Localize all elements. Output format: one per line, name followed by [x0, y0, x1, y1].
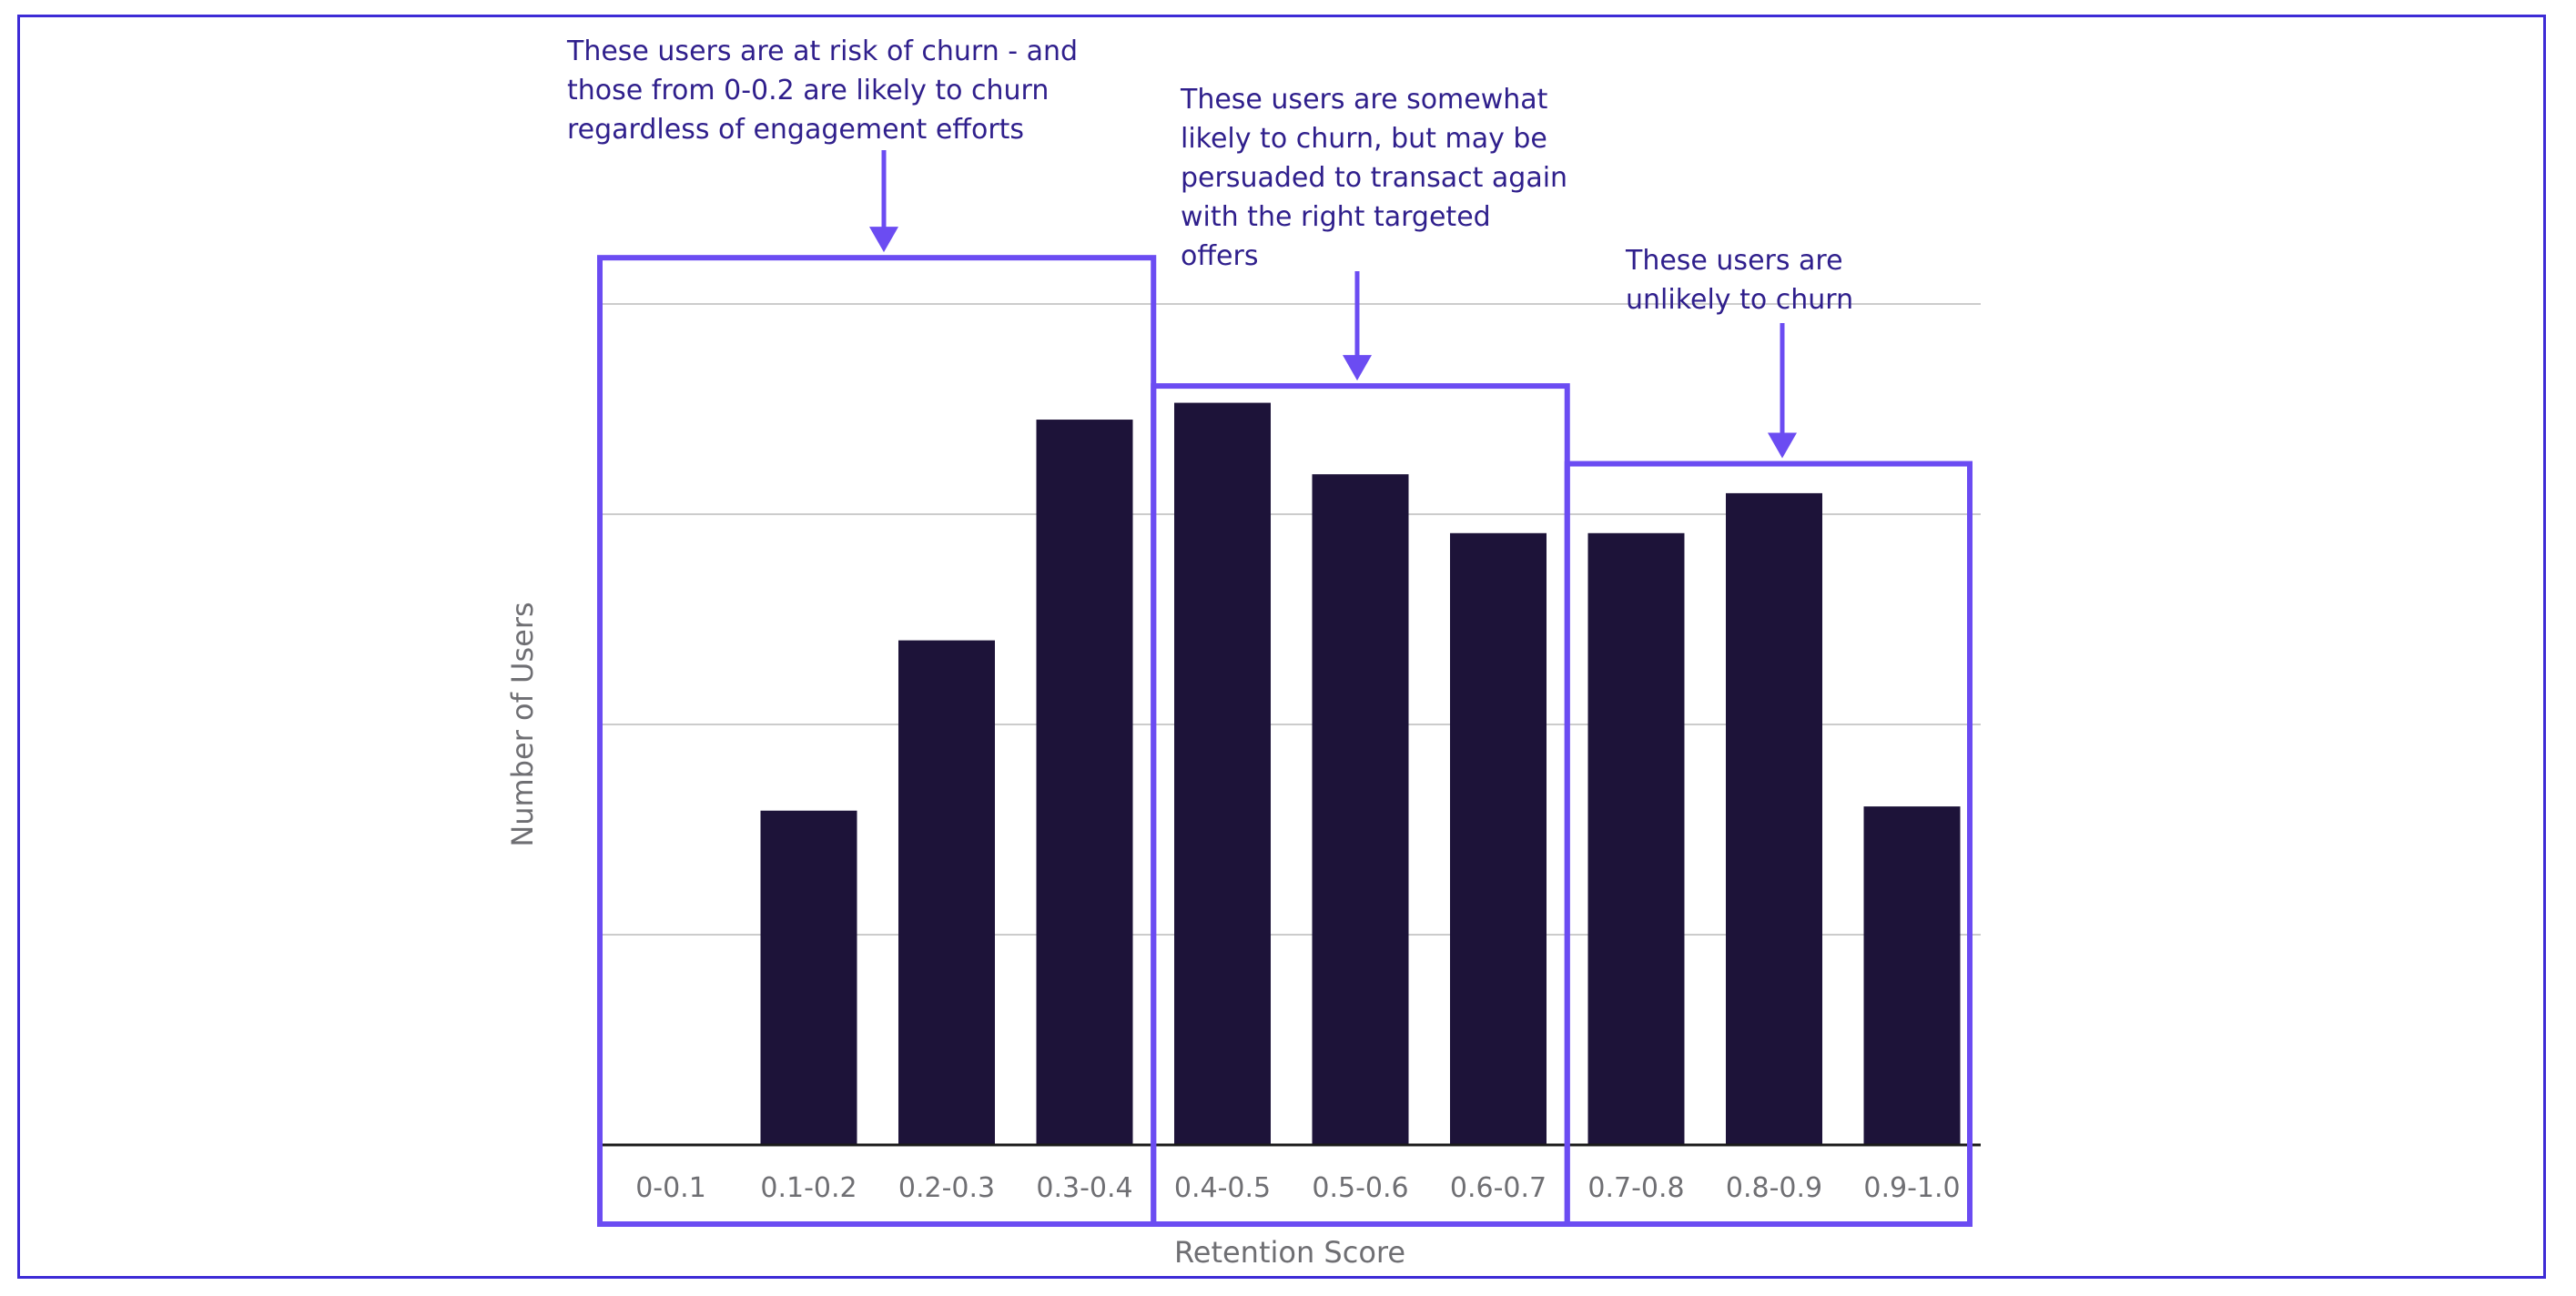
x-tick-label: 0.3-0.4: [1036, 1172, 1132, 1204]
bar-0.9-1.0: [1863, 806, 1961, 1145]
bars: [760, 402, 1961, 1145]
x-tick-label: 0-0.1: [635, 1172, 706, 1204]
arrow-unlikely: [1768, 323, 1797, 459]
annotation-somewhat-likely: These users are somewhat likely to churn…: [1181, 84, 1568, 272]
x-tick-label: 0.8-0.9: [1726, 1172, 1822, 1204]
arrow-at-risk: [869, 150, 898, 253]
x-tick-label: 0.6-0.7: [1450, 1172, 1547, 1204]
bar-0.5-0.6: [1312, 474, 1409, 1145]
bar-0.3-0.4: [1036, 420, 1133, 1145]
x-tick-label: 0.5-0.6: [1312, 1172, 1408, 1204]
group-box-unlikely: [1564, 461, 1973, 1227]
arrow-somewhat-likely: [1343, 271, 1372, 381]
chart-frame: [17, 15, 2546, 1279]
x-tick-label: 0.7-0.8: [1587, 1172, 1684, 1204]
annotation-at-risk: These users are at risk of churn - and t…: [567, 35, 1079, 146]
bar-0.2-0.3: [898, 640, 995, 1145]
y-axis-title: Number of Users: [505, 602, 540, 847]
bar-0.7-0.8: [1587, 532, 1685, 1145]
x-tick-labels: 0-0.1 0.1-0.2 0.2-0.3 0.3-0.4 0.4-0.5 0.5-0.6…: [635, 1172, 1960, 1204]
x-tick-label: 0.1-0.2: [760, 1172, 857, 1204]
annotation-arrows: [869, 150, 1797, 459]
x-tick-label: 0.9-1.0: [1863, 1172, 1960, 1204]
annotation-unlikely: These users are unlikely to churn: [1626, 245, 1854, 316]
bar-0.4-0.5: [1174, 402, 1271, 1145]
x-tick-label: 0.4-0.5: [1174, 1172, 1271, 1204]
x-tick-label: 0.2-0.3: [898, 1172, 995, 1204]
x-axis-title: Retention Score: [1173, 1235, 1406, 1270]
bar-0.1-0.2: [760, 810, 857, 1145]
group-boxes: [597, 255, 1973, 1227]
bar-0.8-0.9: [1726, 492, 1822, 1145]
bar-0.6-0.7: [1450, 532, 1547, 1145]
